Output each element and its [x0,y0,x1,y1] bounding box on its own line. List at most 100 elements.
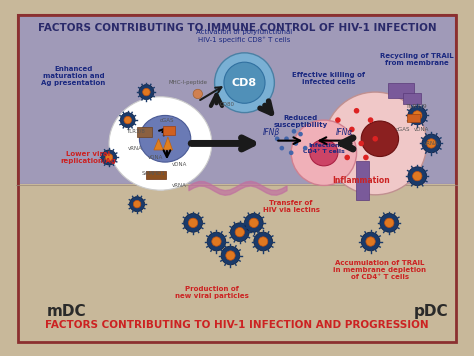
Circle shape [254,232,273,251]
Circle shape [280,146,284,151]
Circle shape [427,139,436,148]
Circle shape [361,232,380,251]
Text: Transfer of
HIV via lectins: Transfer of HIV via lectins [263,199,319,213]
Circle shape [212,237,221,246]
Circle shape [129,197,145,211]
Circle shape [354,108,359,114]
Text: Effective killing of
infected cells: Effective killing of infected cells [292,72,365,85]
Ellipse shape [114,146,165,191]
Circle shape [105,154,113,161]
Circle shape [207,232,226,251]
Polygon shape [154,137,173,150]
Text: TLR3/8: TLR3/8 [126,129,145,134]
Circle shape [245,214,263,232]
Text: mDC: mDC [47,304,87,319]
Text: FACTORS CONTRIBUTING TO IMMUNE CONTROL OF HIV-1 INFECTION: FACTORS CONTRIBUTING TO IMMUNE CONTROL O… [38,23,436,33]
FancyBboxPatch shape [356,161,369,200]
Ellipse shape [162,140,195,177]
Ellipse shape [173,126,189,168]
Text: pDC: pDC [414,304,448,319]
Circle shape [412,172,422,181]
Text: Enhanced
maturation and
Ag presentation: Enhanced maturation and Ag presentation [41,66,106,86]
Ellipse shape [157,106,197,141]
Text: vDNA: vDNA [172,162,187,167]
Text: Inflammation: Inflammation [332,176,390,185]
Circle shape [303,146,308,151]
Text: vRNA: vRNA [424,141,439,146]
Circle shape [373,136,378,142]
FancyBboxPatch shape [403,94,420,104]
Circle shape [363,155,369,160]
Circle shape [408,106,427,125]
Circle shape [289,151,293,155]
Ellipse shape [310,140,338,166]
Circle shape [193,89,202,99]
Circle shape [291,120,356,185]
Circle shape [422,134,441,153]
Text: CD8: CD8 [232,78,257,88]
Ellipse shape [122,126,146,179]
Circle shape [101,150,117,165]
Circle shape [124,116,131,124]
Circle shape [189,218,198,227]
Text: Reduced
susceptibility: Reduced susceptibility [273,115,328,129]
Text: Lower viral
replication/Ag: Lower viral replication/Ag [61,151,117,164]
Circle shape [221,246,240,265]
FancyBboxPatch shape [18,184,456,342]
FancyBboxPatch shape [388,83,413,98]
Text: IFNβ: IFNβ [263,128,280,137]
Circle shape [230,223,249,241]
Text: FACTORS CONTRIBUTING TO HIV-1 INFECTION AND PROGRESSION: FACTORS CONTRIBUTING TO HIV-1 INFECTION … [45,320,429,330]
Text: TLR7/9: TLR7/9 [406,104,428,109]
Text: vDNA: vDNA [148,155,164,160]
Text: vDNA: vDNA [414,127,429,132]
Text: cGAS: cGAS [396,127,410,132]
Text: Activation of polyfunctional
HIV-1 specific CD8⁺ T cells: Activation of polyfunctional HIV-1 speci… [196,29,292,43]
Circle shape [408,167,427,185]
Circle shape [335,117,341,123]
Circle shape [366,237,375,246]
Circle shape [349,127,355,132]
Text: CD80: CD80 [219,102,234,107]
Text: Infection
CD4⁺ T cells: Infection CD4⁺ T cells [303,143,345,153]
Circle shape [345,155,350,160]
Circle shape [249,218,258,227]
Circle shape [258,237,268,246]
Circle shape [143,88,150,96]
Circle shape [284,136,289,141]
Ellipse shape [177,109,198,163]
Text: Recycling of TRAIL
from membrane: Recycling of TRAIL from membrane [381,53,454,66]
Ellipse shape [143,114,185,132]
Circle shape [226,251,235,260]
FancyBboxPatch shape [408,114,419,122]
Circle shape [358,141,364,146]
Circle shape [384,218,394,227]
Ellipse shape [130,118,145,165]
Ellipse shape [139,115,191,162]
Text: IFNα: IFNα [336,128,353,137]
Circle shape [275,136,280,141]
Circle shape [340,141,346,146]
Circle shape [412,111,422,120]
Ellipse shape [118,99,180,127]
Circle shape [324,92,427,195]
Circle shape [293,141,298,146]
Circle shape [235,227,245,237]
Circle shape [139,85,154,100]
FancyBboxPatch shape [146,171,165,179]
Text: vRNA: vRNA [172,183,187,188]
Text: Production of
new viral particles: Production of new viral particles [175,286,249,299]
Text: cGAS: cGAS [160,118,174,123]
Circle shape [224,62,265,103]
Ellipse shape [116,100,155,152]
Circle shape [184,214,202,232]
Circle shape [298,132,303,136]
Text: MHC-I-peptide: MHC-I-peptide [169,80,208,85]
Text: Accumulation of TRAIL
in membrane depletion
of CD4⁺ T cells: Accumulation of TRAIL in membrane deplet… [333,260,427,279]
Circle shape [380,214,399,232]
Ellipse shape [361,121,399,157]
Circle shape [133,200,141,208]
Ellipse shape [144,158,196,182]
Text: SAMHD1: SAMHD1 [142,171,166,176]
Circle shape [292,129,296,134]
